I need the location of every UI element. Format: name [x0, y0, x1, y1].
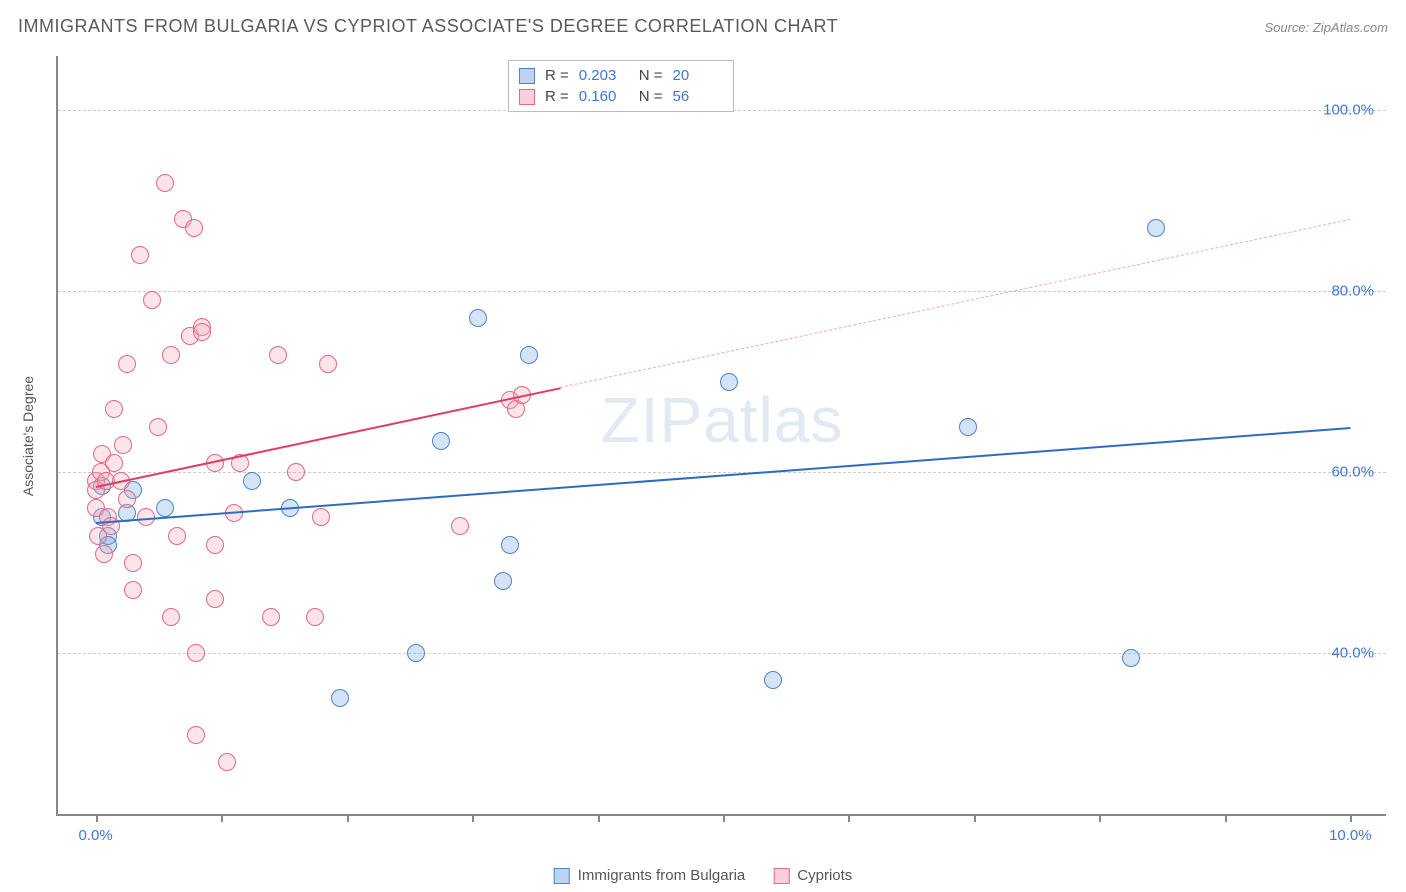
legend-swatch — [554, 868, 570, 884]
chart-header: IMMIGRANTS FROM BULGARIA VS CYPRIOT ASSO… — [18, 16, 1388, 37]
source-attribution: Source: ZipAtlas.com — [1264, 20, 1388, 35]
scatter-point-cypriots — [269, 346, 287, 364]
scatter-point-cypriots — [187, 644, 205, 662]
scatter-point-cypriots — [118, 355, 136, 373]
scatter-point-bulgaria — [959, 418, 977, 436]
scatter-plot-area: ZIPatlas R = 0.203 N = 20 R = 0.160 N = 56 40.0… — [56, 56, 1386, 816]
n-label: N = — [639, 67, 663, 84]
scatter-point-bulgaria — [501, 536, 519, 554]
correlation-legend: R = 0.203 N = 20 R = 0.160 N = 56 — [508, 60, 734, 112]
scatter-point-cypriots — [262, 608, 280, 626]
scatter-point-bulgaria — [432, 432, 450, 450]
y-tick-label: 60.0% — [1331, 464, 1374, 481]
n-label: N = — [639, 88, 663, 105]
trend-line-cypriots — [560, 219, 1351, 388]
source-name: ZipAtlas.com — [1313, 20, 1388, 35]
x-tick — [96, 814, 98, 822]
scatter-point-cypriots — [118, 490, 136, 508]
watermark-light: atlas — [703, 384, 843, 456]
n-value: 20 — [673, 67, 723, 84]
scatter-point-cypriots — [162, 346, 180, 364]
y-axis-title: Associate's Degree — [20, 376, 36, 496]
legend-stat-row: R = 0.203 N = 20 — [519, 65, 723, 86]
legend-item: Cypriots — [773, 867, 852, 884]
legend-stat-row: R = 0.160 N = 56 — [519, 86, 723, 107]
scatter-point-bulgaria — [469, 309, 487, 327]
r-value: 0.203 — [579, 67, 629, 84]
scatter-point-cypriots — [287, 463, 305, 481]
x-tick — [1225, 814, 1227, 822]
scatter-point-cypriots — [319, 355, 337, 373]
scatter-point-cypriots — [185, 219, 203, 237]
y-tick-label: 40.0% — [1331, 645, 1374, 662]
r-label: R = — [545, 88, 569, 105]
chart-title: IMMIGRANTS FROM BULGARIA VS CYPRIOT ASSO… — [18, 16, 838, 37]
scatter-point-cypriots — [168, 527, 186, 545]
scatter-point-cypriots — [149, 418, 167, 436]
series-legend: Immigrants from Bulgaria Cypriots — [554, 867, 853, 884]
scatter-point-cypriots — [105, 454, 123, 472]
x-tick — [848, 814, 850, 822]
scatter-point-bulgaria — [331, 689, 349, 707]
scatter-point-cypriots — [131, 246, 149, 264]
legend-swatch — [773, 868, 789, 884]
x-tick — [1099, 814, 1101, 822]
watermark-text: ZIPatlas — [601, 383, 844, 457]
scatter-point-cypriots — [162, 608, 180, 626]
scatter-point-cypriots — [124, 554, 142, 572]
r-value: 0.160 — [579, 88, 629, 105]
legend-swatch — [519, 68, 535, 84]
legend-item: Immigrants from Bulgaria — [554, 867, 746, 884]
x-tick — [974, 814, 976, 822]
scatter-point-bulgaria — [1122, 649, 1140, 667]
gridline — [58, 653, 1386, 654]
x-tick — [221, 814, 223, 822]
scatter-point-cypriots — [306, 608, 324, 626]
scatter-point-bulgaria — [407, 644, 425, 662]
n-value: 56 — [673, 88, 723, 105]
x-tick-label: 0.0% — [79, 827, 113, 844]
scatter-point-cypriots — [114, 436, 132, 454]
x-tick-label: 10.0% — [1329, 827, 1372, 844]
scatter-point-cypriots — [206, 536, 224, 554]
watermark-bold: ZIP — [601, 384, 704, 456]
scatter-point-cypriots — [206, 590, 224, 608]
x-tick — [472, 814, 474, 822]
y-tick-label: 100.0% — [1323, 102, 1374, 119]
scatter-point-cypriots — [143, 291, 161, 309]
legend-swatch — [519, 89, 535, 105]
scatter-point-cypriots — [95, 545, 113, 563]
scatter-point-bulgaria — [720, 373, 738, 391]
scatter-point-cypriots — [187, 726, 205, 744]
y-tick-label: 80.0% — [1331, 283, 1374, 300]
legend-label: Immigrants from Bulgaria — [578, 867, 746, 884]
source-prefix: Source: — [1264, 20, 1312, 35]
x-tick — [1350, 814, 1352, 822]
x-tick — [598, 814, 600, 822]
scatter-point-bulgaria — [243, 472, 261, 490]
scatter-point-bulgaria — [494, 572, 512, 590]
scatter-point-bulgaria — [764, 671, 782, 689]
legend-label: Cypriots — [797, 867, 852, 884]
x-tick — [723, 814, 725, 822]
scatter-point-cypriots — [193, 323, 211, 341]
x-tick — [347, 814, 349, 822]
scatter-point-cypriots — [451, 517, 469, 535]
gridline — [58, 291, 1386, 292]
scatter-point-cypriots — [218, 753, 236, 771]
scatter-point-bulgaria — [1147, 219, 1165, 237]
scatter-point-cypriots — [312, 508, 330, 526]
scatter-point-bulgaria — [520, 346, 538, 364]
scatter-point-bulgaria — [156, 499, 174, 517]
r-label: R = — [545, 67, 569, 84]
scatter-point-cypriots — [156, 174, 174, 192]
scatter-point-cypriots — [124, 581, 142, 599]
scatter-point-cypriots — [105, 400, 123, 418]
trend-line-bulgaria — [96, 427, 1351, 524]
